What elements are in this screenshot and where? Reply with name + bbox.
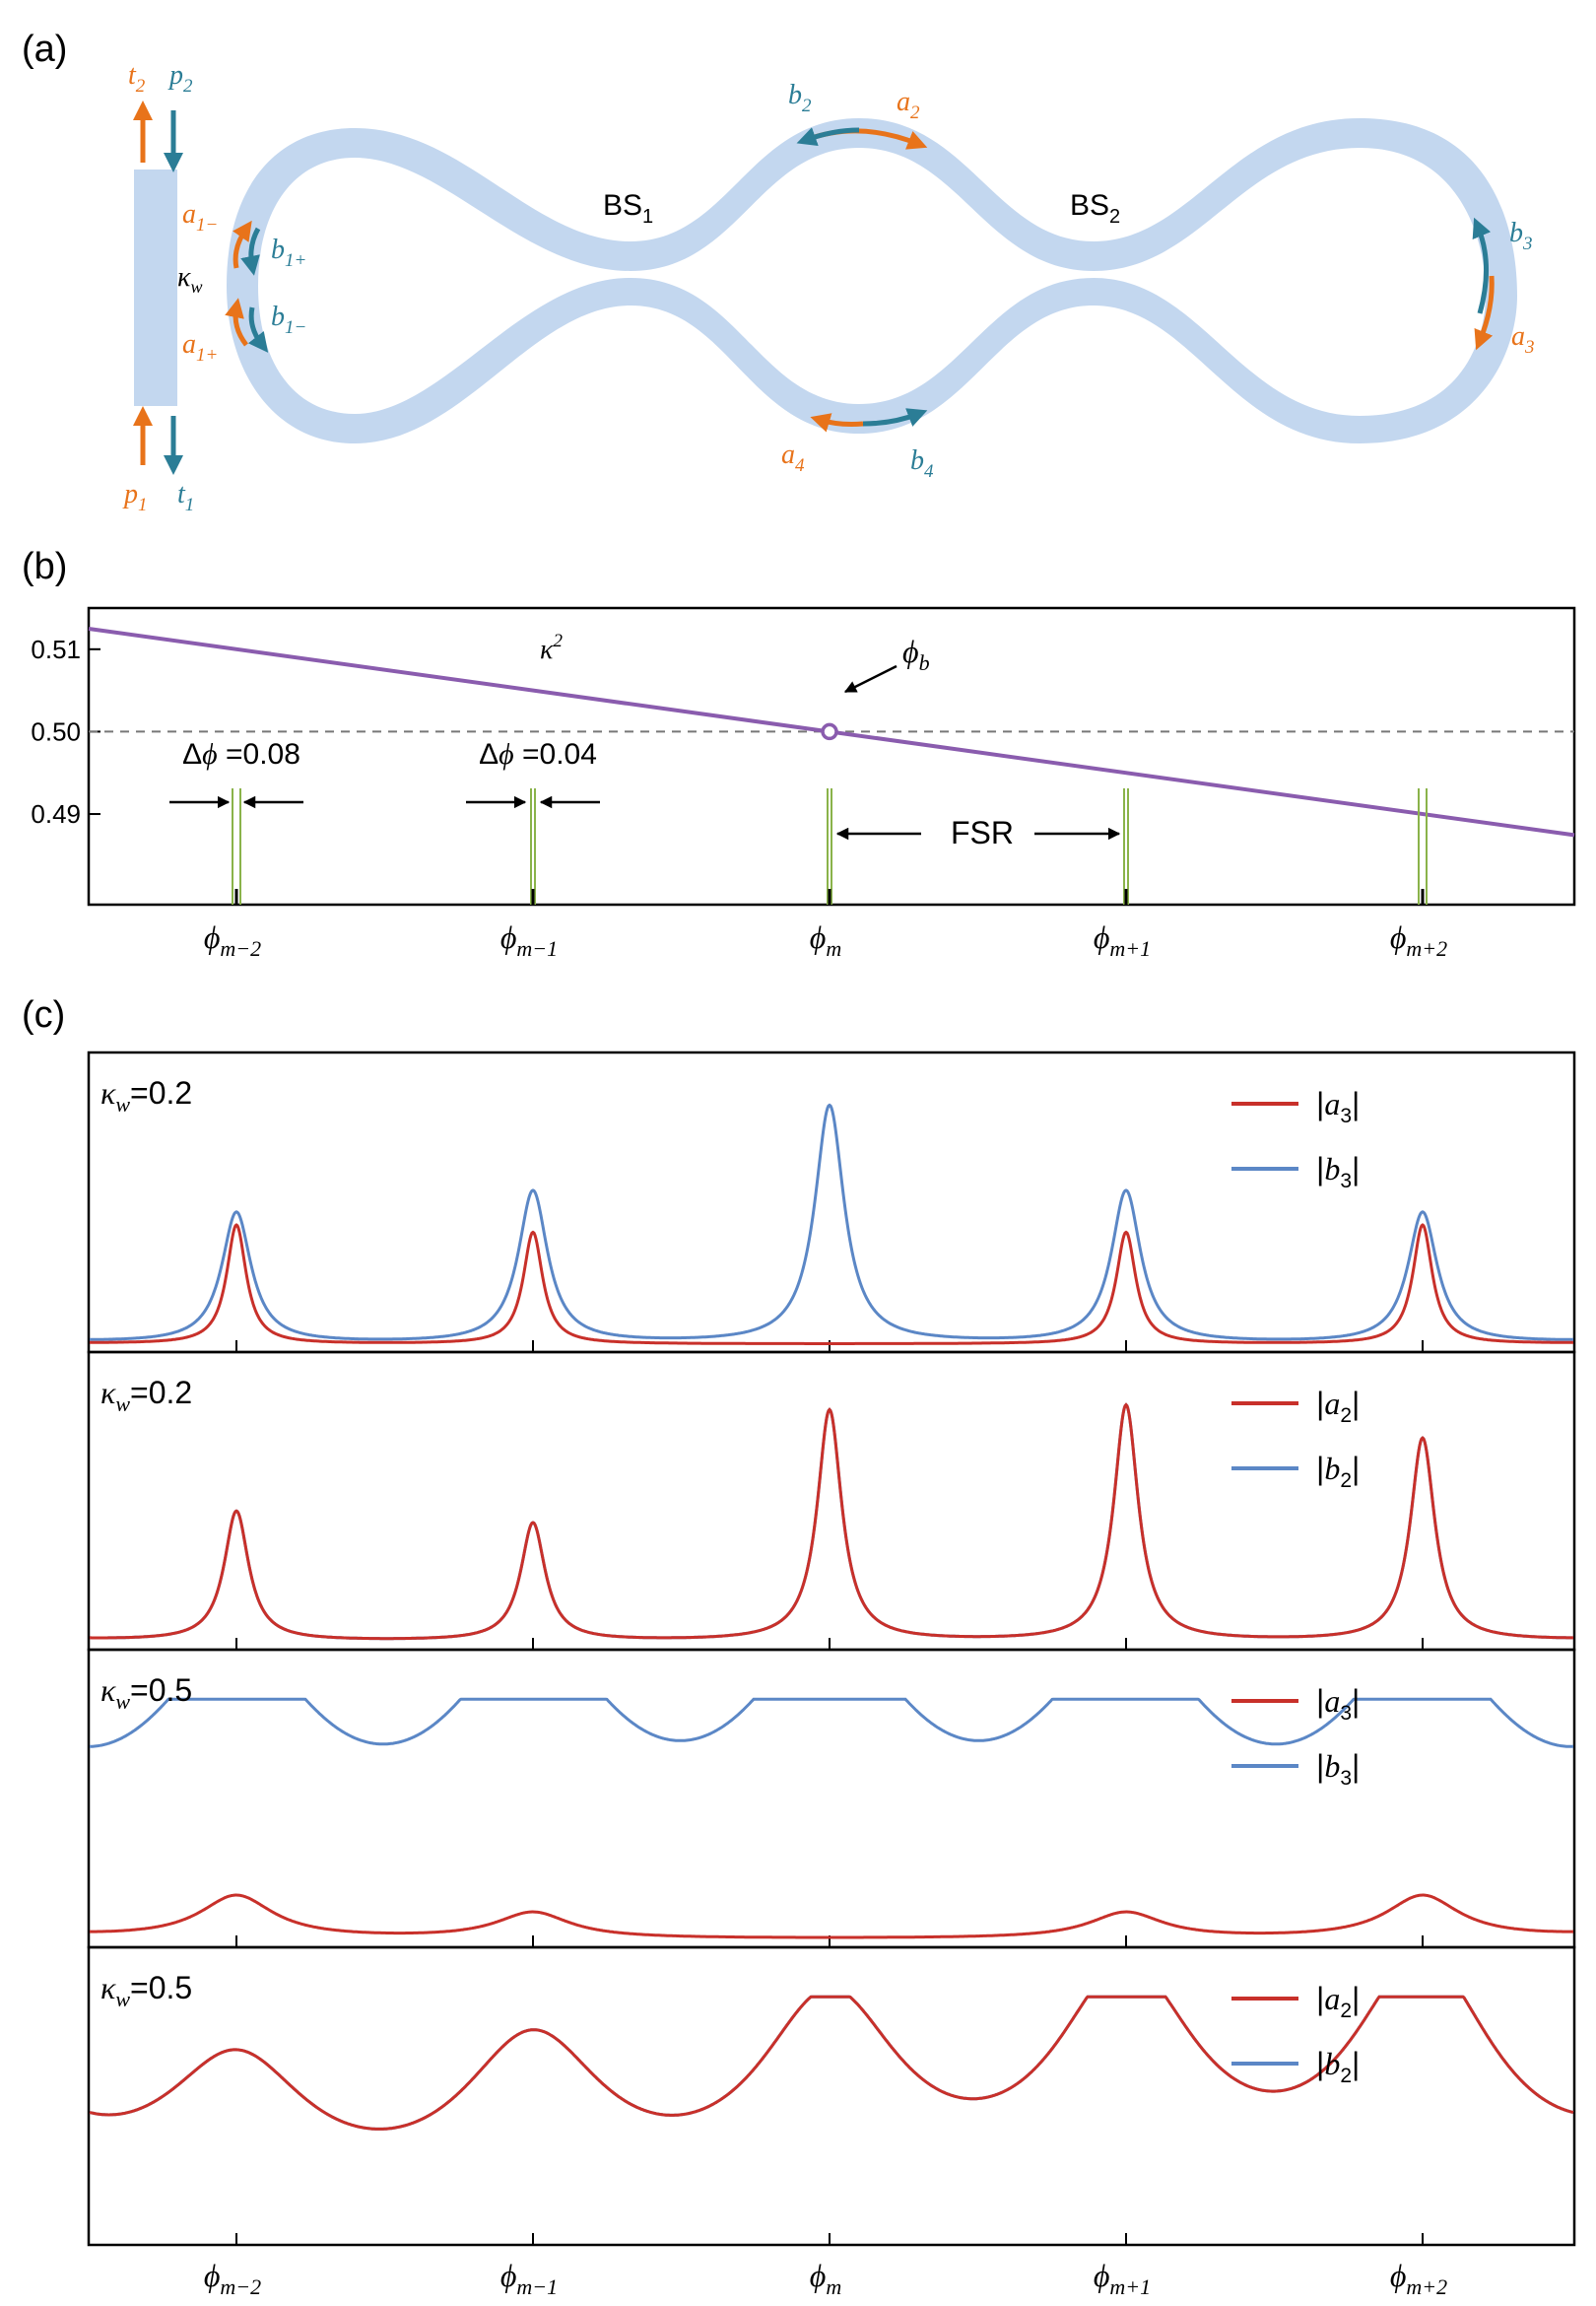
series-b2 — [90, 1402, 1573, 1641]
coupled-ring-structure — [227, 118, 1517, 443]
kappa-squared-label: κ2 — [540, 631, 563, 665]
phi-b-label: ϕb — [902, 634, 930, 675]
a3-arrow — [1474, 275, 1495, 351]
series-a3 — [90, 1893, 1573, 1939]
subplot-4: κw=0.5 |a2| |b2| — [87, 1945, 1576, 2247]
series-a2 — [89, 1995, 1574, 2131]
series-a3 — [90, 1223, 1573, 1345]
subplot-1: κw=0.2 |a3| |b3| — [87, 1051, 1576, 1354]
legend-label: |a2| — [1316, 1386, 1360, 1427]
panel-b-xtick-label: ϕm+2 — [1390, 919, 1447, 961]
panel-b-xtick-label: ϕm+1 — [1094, 919, 1151, 961]
bus-waveguide — [134, 170, 177, 406]
port-label-a3: a3 — [1511, 321, 1535, 358]
panel-b-ytick-label: 0.49 — [31, 799, 81, 829]
port-label-p1: p1 — [122, 479, 148, 515]
port-label-t2: t2 — [128, 60, 146, 97]
legend-label: |a2| — [1316, 1981, 1360, 2022]
panel-c-xtick-label: ϕm — [810, 2258, 841, 2299]
panel-b-ytick-label: 0.50 — [31, 716, 81, 746]
subplot-frame — [87, 1945, 1576, 2247]
legend-label: |b3| — [1316, 1748, 1360, 1790]
port-label-b1m: b1− — [271, 302, 306, 338]
b3-arrow — [1472, 217, 1492, 314]
fsr-label: FSR — [951, 815, 1014, 850]
panel-b-xtick-label: ϕm — [810, 919, 841, 961]
a4-arrow — [810, 413, 864, 433]
delta-phi-label: Δϕ =0.04 — [479, 738, 597, 771]
panel-b-ytick-label: 0.51 — [31, 635, 81, 664]
subplot-2: κw=0.2 |a2| |b2| — [87, 1350, 1576, 1652]
subplot-kappa-label: κw=0.5 — [100, 1672, 192, 1714]
legend-label: |b2| — [1316, 2046, 1360, 2087]
delta-phi-label: Δϕ =0.08 — [182, 738, 300, 771]
panel-c-xtick-label: ϕm−2 — [204, 2258, 261, 2299]
port-label-b2: b2 — [788, 80, 812, 116]
bs1-label: BS1 — [603, 189, 653, 228]
panel-b-xtick-label: ϕm−1 — [500, 919, 558, 961]
bs2-label: BS2 — [1070, 189, 1120, 228]
panel-b-label: (b) — [22, 546, 67, 587]
port-label-a4: a4 — [781, 440, 805, 476]
port-label-b3: b3 — [1509, 218, 1533, 254]
panel-a-label: (a) — [22, 29, 67, 70]
series-a2 — [90, 1402, 1573, 1641]
panel-c-label: (c) — [22, 994, 65, 1036]
panel-b-xtick-label: ϕm−2 — [204, 919, 261, 961]
port-label-a2: a2 — [897, 87, 920, 123]
legend-label: |b3| — [1316, 1151, 1360, 1192]
b2-arrow — [796, 127, 860, 147]
subplot-3: κw=0.5 |a3| |b3| — [87, 1648, 1576, 1949]
panel-c-xtick-label: ϕm+2 — [1390, 2258, 1447, 2299]
b1-minus-arrow — [247, 306, 269, 353]
a1-plus-arrow — [225, 298, 249, 347]
panel-c-xtick-label: ϕm−1 — [500, 2258, 558, 2299]
legend-label: |a3| — [1316, 1086, 1360, 1127]
legend-label: |a3| — [1316, 1683, 1360, 1725]
port-label-b4: b4 — [910, 445, 934, 482]
port-label-a1m: a1− — [182, 199, 218, 236]
subplot-kappa-label: κw=0.2 — [100, 1375, 192, 1416]
b1-plus-arrow — [240, 227, 261, 276]
panel-c-xtick-label: ϕm+1 — [1094, 2258, 1151, 2299]
phi-b-marker — [821, 722, 838, 741]
port-label-b1p: b1+ — [271, 235, 306, 271]
port-label-p2: p2 — [167, 60, 193, 97]
subplot-kappa-label: κw=0.2 — [100, 1075, 192, 1117]
b4-arrow — [862, 408, 928, 427]
legend-label: |b2| — [1316, 1451, 1360, 1492]
subplot-kappa-label: κw=0.5 — [100, 1970, 192, 2011]
port-label-t1: t1 — [177, 479, 194, 515]
series-b3 — [90, 1103, 1573, 1341]
a1-minus-arrow — [233, 220, 252, 269]
port-label-a1p: a1+ — [182, 329, 218, 366]
series-b3 — [90, 1697, 1573, 1748]
phi-b-arrow — [843, 664, 898, 694]
kappa-w-label: κw — [177, 262, 202, 297]
